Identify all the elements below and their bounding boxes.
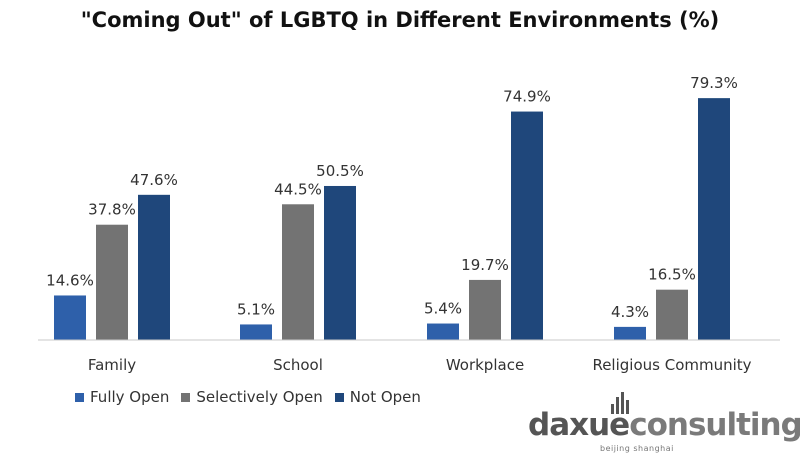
bar-selectively-open-religious-community bbox=[656, 289, 688, 340]
data-label-not-open-school: 50.5% bbox=[316, 162, 364, 180]
x-tick-label-school: School bbox=[273, 356, 323, 374]
data-label-selectively-open-family: 37.8% bbox=[88, 201, 136, 219]
bar-fully-open-family bbox=[54, 295, 86, 340]
data-label-selectively-open-religious-community: 16.5% bbox=[648, 266, 696, 284]
chart-legend: Fully Open Selectively Open Not Open bbox=[75, 388, 433, 406]
x-tick-label-family: Family bbox=[88, 356, 136, 374]
bar-fully-open-religious-community bbox=[614, 326, 646, 340]
bar-not-open-workplace bbox=[511, 111, 543, 341]
legend-item-not-open: Not Open bbox=[334, 388, 421, 406]
data-label-not-open-workplace: 74.9% bbox=[503, 88, 551, 106]
legend-item-selectively-open: Selectively Open bbox=[181, 388, 323, 406]
bar-selectively-open-family bbox=[96, 224, 128, 340]
data-label-selectively-open-workplace: 19.7% bbox=[461, 256, 509, 274]
legend-swatch-not-open bbox=[334, 392, 344, 402]
brand-name-part2: consulting bbox=[629, 407, 800, 443]
data-label-fully-open-family: 14.6% bbox=[46, 271, 94, 289]
data-label-fully-open-religious-community: 4.3% bbox=[611, 303, 649, 321]
bar-not-open-school bbox=[324, 185, 356, 340]
brand-name-part1: daxue bbox=[528, 407, 630, 443]
data-label-fully-open-school: 5.1% bbox=[237, 300, 275, 318]
brand-logo: daxueconsulting beijing shanghai bbox=[528, 392, 800, 458]
x-tick-label-religious-community: Religious Community bbox=[592, 356, 751, 374]
brand-wordmark: daxueconsulting bbox=[528, 407, 800, 443]
bar-not-open-family bbox=[138, 194, 170, 340]
bar-selectively-open-school bbox=[282, 204, 314, 340]
chart-title: "Coming Out" of LGBTQ in Different Envir… bbox=[80, 8, 720, 32]
legend-label-not-open: Not Open bbox=[349, 388, 421, 406]
x-tick-label-workplace: Workplace bbox=[446, 356, 524, 374]
brand-tagline: beijing shanghai bbox=[600, 444, 674, 453]
bar-selectively-open-workplace bbox=[469, 279, 501, 340]
legend-swatch-fully-open bbox=[75, 392, 84, 402]
legend-swatch-selectively-open bbox=[181, 392, 191, 402]
data-label-not-open-religious-community: 79.3% bbox=[690, 74, 738, 92]
bar-fully-open-school bbox=[240, 324, 272, 340]
data-label-selectively-open-school: 44.5% bbox=[274, 180, 322, 198]
bar-not-open-religious-community bbox=[698, 98, 730, 340]
bar-fully-open-workplace bbox=[427, 323, 459, 340]
legend-item-fully-open: Fully Open bbox=[75, 388, 169, 406]
legend-label-selectively-open: Selectively Open bbox=[196, 388, 323, 406]
legend-label-fully-open: Fully Open bbox=[90, 388, 170, 406]
data-label-not-open-family: 47.6% bbox=[130, 171, 178, 189]
logo-bars-icon bbox=[611, 392, 629, 414]
data-label-fully-open-workplace: 5.4% bbox=[424, 300, 462, 318]
